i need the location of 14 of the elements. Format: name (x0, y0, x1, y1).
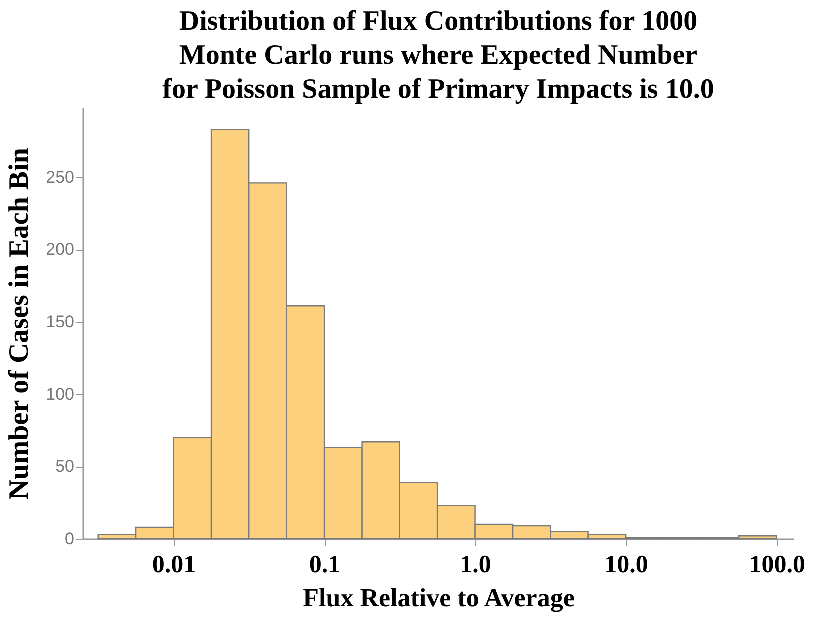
x-tick-label: 0.1 (309, 552, 341, 578)
chart-title: Distribution of Flux Contributions for 1000 Monte Carlo runs where Expected Number for Poisson Sample of Primary Impacts is 10.0 (162, 6, 714, 105)
y-axis-title: Number of Cases in Each Bin (4, 148, 36, 500)
y-tick-label: 100 (46, 384, 74, 404)
y-tick-label: 150 (46, 312, 74, 332)
y-tick-label: 0 (65, 530, 74, 548)
y-tick-label: 50 (56, 457, 74, 476)
y-tick-label: 200 (46, 240, 74, 260)
x-tick-label: 0.01 (152, 552, 196, 578)
x-tick-label: 100.0 (749, 552, 806, 578)
x-tick-label: 1.0 (460, 552, 492, 578)
x-axis-title: Flux Relative to Average (303, 584, 575, 612)
x-tick-label: 10.0 (604, 552, 648, 578)
y-tick-label: 250 (46, 168, 74, 187)
